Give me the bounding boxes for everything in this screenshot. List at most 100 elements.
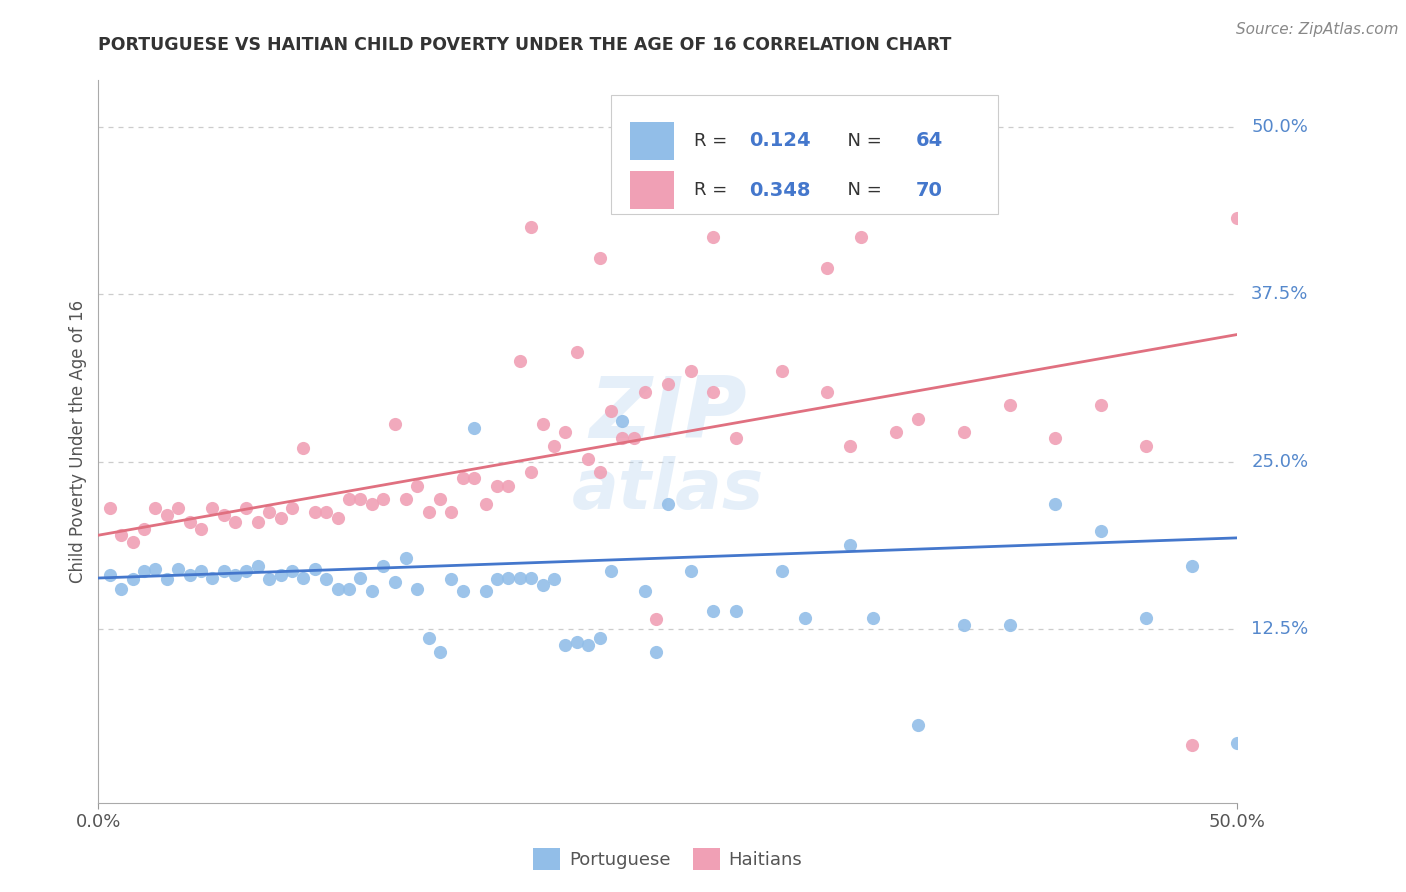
Text: R =: R = (695, 181, 733, 199)
Text: Source: ZipAtlas.com: Source: ZipAtlas.com (1236, 22, 1399, 37)
Point (429, 492, 451, 507)
Point (98, 501, 121, 516)
Text: 25.0%: 25.0% (1251, 452, 1309, 471)
Point (406, 582, 429, 596)
Point (98, 568, 121, 582)
Point (304, 505, 326, 519)
Point (815, 385, 838, 400)
Point (576, 638, 599, 652)
Point (851, 230, 873, 244)
Point (509, 354, 531, 368)
Point (156, 573, 179, 587)
Point (645, 644, 668, 658)
Point (565, 635, 588, 649)
Point (623, 431, 645, 445)
Point (156, 508, 179, 523)
Text: 37.5%: 37.5% (1251, 285, 1309, 303)
Point (395, 551, 418, 566)
Point (384, 417, 406, 431)
Point (679, 565, 702, 579)
Point (259, 573, 281, 587)
Point (440, 505, 463, 519)
Legend: Portuguese, Haitians: Portuguese, Haitians (526, 840, 810, 877)
Point (600, 565, 623, 579)
Text: 0.124: 0.124 (749, 131, 810, 151)
FancyBboxPatch shape (630, 122, 673, 160)
Point (145, 501, 167, 516)
Point (292, 571, 315, 585)
Point (486, 478, 509, 492)
Point (1181, 558, 1204, 574)
Point (657, 376, 679, 391)
Point (463, 471, 485, 485)
Point (862, 611, 884, 625)
Point (543, 573, 565, 587)
Point (304, 562, 326, 576)
Point (451, 471, 474, 485)
Point (565, 344, 588, 359)
Point (520, 220, 543, 235)
Point (612, 431, 634, 445)
Point (531, 417, 554, 431)
Point (326, 582, 349, 596)
Point (509, 571, 531, 585)
Point (1090, 398, 1112, 412)
Point (1181, 739, 1204, 753)
Point (1043, 498, 1066, 512)
Point (531, 578, 554, 592)
Point (212, 508, 235, 523)
Point (702, 385, 724, 400)
Point (121, 535, 143, 549)
Point (440, 573, 463, 587)
Text: 70: 70 (917, 181, 943, 200)
Point (337, 582, 360, 596)
Point (315, 573, 337, 587)
Point (235, 501, 257, 516)
Point (201, 501, 224, 516)
Point (576, 451, 599, 466)
Point (451, 584, 474, 599)
Point (145, 562, 167, 576)
Point (110, 582, 132, 596)
Point (259, 505, 281, 519)
Point (907, 718, 929, 732)
Point (474, 584, 496, 599)
Point (132, 565, 155, 579)
Point (600, 403, 623, 417)
Point (998, 617, 1021, 632)
Point (588, 466, 610, 480)
Point (702, 605, 724, 619)
Point (281, 501, 304, 516)
Point (246, 558, 269, 574)
Point (121, 573, 143, 587)
Point (360, 584, 382, 599)
Text: ZIP: ZIP (589, 373, 747, 456)
Point (349, 492, 371, 507)
Point (1226, 211, 1249, 226)
Point (588, 252, 610, 266)
Point (520, 571, 543, 585)
Point (190, 521, 212, 535)
Text: 64: 64 (917, 131, 943, 151)
Point (793, 611, 815, 625)
Text: atlas: atlas (572, 456, 763, 523)
Point (702, 230, 724, 244)
Point (770, 364, 793, 378)
Point (406, 478, 429, 492)
Point (224, 568, 246, 582)
Point (429, 644, 451, 658)
Point (360, 498, 382, 512)
Point (270, 510, 292, 524)
Point (418, 632, 440, 646)
Point (212, 565, 235, 579)
Point (418, 505, 440, 519)
Point (839, 438, 862, 452)
Point (815, 260, 838, 275)
Point (588, 632, 610, 646)
Point (235, 565, 257, 579)
Point (645, 613, 668, 627)
Point (167, 501, 190, 516)
Text: N =: N = (837, 132, 889, 150)
Point (179, 515, 201, 529)
Point (371, 558, 394, 574)
